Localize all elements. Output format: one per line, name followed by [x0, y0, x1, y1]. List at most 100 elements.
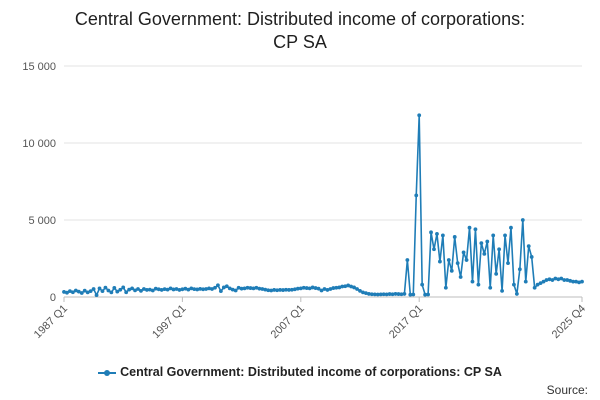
data-point[interactable] [322, 287, 327, 291]
data-point[interactable] [239, 286, 244, 291]
data-point[interactable] [236, 285, 241, 290]
data-point[interactable] [260, 287, 265, 291]
data-point[interactable] [65, 290, 69, 295]
data-point[interactable] [452, 235, 457, 239]
data-point[interactable] [316, 286, 321, 291]
data-point[interactable] [358, 288, 362, 293]
data-point[interactable] [124, 290, 129, 295]
data-point[interactable] [177, 288, 182, 292]
data-point[interactable] [506, 261, 510, 266]
data-point[interactable] [210, 287, 214, 291]
data-point[interactable] [343, 284, 348, 289]
data-point[interactable] [393, 292, 398, 296]
data-point[interactable] [384, 292, 389, 297]
data-point[interactable] [497, 247, 502, 252]
data-point[interactable] [97, 286, 102, 291]
data-point[interactable] [381, 292, 386, 297]
data-point[interactable] [82, 288, 87, 293]
data-point[interactable] [150, 288, 155, 293]
data-point[interactable] [159, 288, 164, 292]
data-point[interactable] [121, 285, 126, 290]
data-point[interactable] [538, 281, 543, 286]
data-point[interactable] [139, 288, 143, 293]
data-point[interactable] [221, 285, 226, 290]
data-point[interactable] [109, 290, 114, 295]
data-point[interactable] [361, 290, 365, 295]
data-point[interactable] [103, 285, 108, 290]
data-point[interactable] [325, 288, 330, 292]
legend[interactable]: Central Government: Distributed income o… [0, 365, 600, 379]
data-point[interactable] [248, 286, 253, 290]
data-point[interactable] [470, 279, 475, 284]
data-point[interactable] [207, 286, 211, 291]
data-point[interactable] [319, 288, 324, 293]
data-point[interactable] [275, 288, 280, 293]
data-point[interactable] [204, 287, 208, 291]
data-point[interactable] [491, 233, 496, 238]
data-point[interactable] [112, 286, 117, 290]
data-point[interactable] [136, 287, 140, 291]
data-point[interactable] [559, 276, 564, 281]
data-point[interactable] [334, 285, 339, 290]
data-point[interactable] [568, 278, 573, 283]
data-point[interactable] [186, 287, 191, 292]
data-point[interactable] [446, 258, 451, 262]
data-point[interactable] [263, 287, 268, 292]
data-point[interactable] [91, 287, 96, 291]
data-point[interactable] [562, 278, 567, 282]
data-point[interactable] [133, 288, 137, 293]
data-point[interactable] [532, 285, 537, 290]
data-point[interactable] [426, 292, 430, 297]
data-point[interactable] [281, 288, 285, 292]
data-point[interactable] [523, 279, 528, 284]
data-point[interactable] [266, 288, 271, 293]
data-point[interactable] [227, 286, 232, 291]
data-point[interactable] [349, 284, 354, 289]
data-point[interactable] [455, 261, 460, 266]
data-point[interactable] [405, 258, 410, 262]
data-point[interactable] [218, 289, 223, 294]
data-point[interactable] [346, 283, 351, 288]
data-point[interactable] [118, 287, 123, 292]
data-point[interactable] [180, 287, 185, 292]
data-point[interactable] [233, 288, 238, 293]
data-point[interactable] [174, 287, 179, 291]
data-point[interactable] [198, 286, 203, 291]
data-point[interactable] [355, 287, 359, 291]
data-point[interactable] [512, 282, 516, 287]
data-point[interactable] [369, 292, 374, 297]
data-point[interactable] [571, 279, 576, 284]
data-point[interactable] [417, 113, 422, 118]
data-point[interactable] [216, 283, 220, 288]
data-point[interactable] [556, 277, 561, 282]
data-point[interactable] [62, 290, 66, 294]
data-point[interactable] [254, 285, 259, 290]
data-point[interactable] [147, 287, 152, 292]
data-point[interactable] [565, 278, 570, 282]
data-point[interactable] [183, 286, 188, 291]
data-point[interactable] [479, 241, 484, 246]
data-point[interactable] [464, 258, 469, 262]
data-point[interactable] [127, 287, 132, 292]
data-point[interactable] [73, 288, 78, 293]
data-point[interactable] [420, 282, 425, 287]
data-point[interactable] [509, 225, 513, 230]
data-point[interactable] [387, 292, 392, 296]
data-point[interactable] [520, 218, 525, 222]
data-point[interactable] [390, 292, 395, 297]
data-point[interactable] [411, 292, 416, 297]
data-point[interactable] [482, 251, 487, 256]
data-point[interactable] [328, 287, 333, 291]
data-point[interactable] [580, 279, 584, 284]
data-point[interactable] [168, 286, 173, 291]
data-point[interactable] [245, 285, 250, 290]
data-point[interactable] [230, 287, 235, 292]
data-point[interactable] [553, 276, 558, 281]
data-point[interactable] [85, 290, 90, 295]
data-point[interactable] [467, 225, 472, 230]
data-point[interactable] [115, 289, 120, 294]
data-point[interactable] [269, 288, 274, 293]
data-point[interactable] [156, 287, 161, 292]
data-point[interactable] [476, 282, 481, 287]
data-point[interactable] [278, 288, 282, 292]
